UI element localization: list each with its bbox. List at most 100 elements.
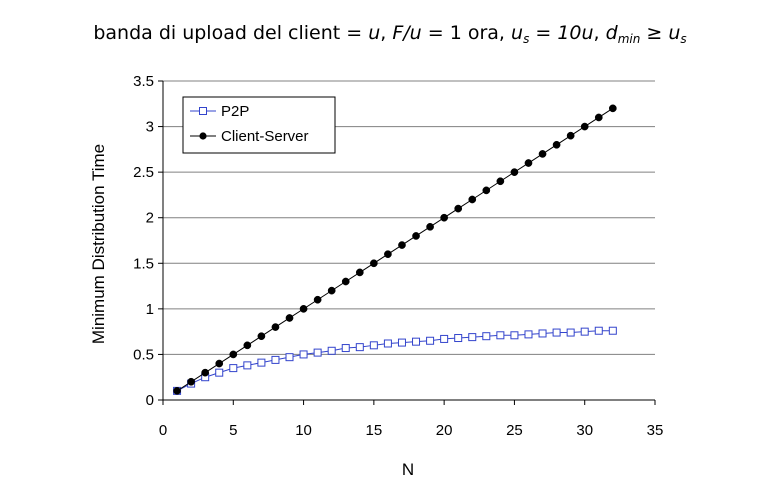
point-0-10	[313, 348, 322, 357]
point-0-21	[468, 333, 477, 342]
point-1-31	[608, 104, 617, 113]
series-0	[173, 326, 617, 395]
x-tick-label-1: 5	[229, 422, 237, 439]
point-0-12	[341, 344, 350, 353]
title-eq-1: = 1 ora,	[421, 22, 512, 44]
point-1-4	[229, 350, 238, 359]
point-1-20	[454, 204, 463, 213]
point-0-6	[257, 358, 266, 367]
point-1-17	[412, 232, 420, 240]
point-1-8	[285, 314, 294, 322]
y-tick-label-1: 0.5	[133, 346, 154, 363]
point-0-31	[608, 326, 617, 335]
point-1-30	[594, 113, 603, 122]
point-0-5	[243, 361, 252, 370]
point-1-15	[384, 250, 392, 259]
point-0-15	[383, 339, 392, 348]
title-u: u	[368, 22, 381, 44]
x-tick-label-5: 25	[506, 422, 523, 439]
title-sep-2: ,	[593, 22, 606, 44]
point-0-17	[412, 337, 421, 346]
legend-label-0: P2P	[221, 103, 249, 120]
x-tick-label-7: 35	[647, 422, 664, 439]
axes	[158, 80, 656, 405]
point-0-19	[440, 334, 449, 343]
title-eq-2: =	[529, 22, 558, 44]
point-1-2	[201, 368, 210, 377]
point-0-3	[215, 368, 224, 377]
legend: P2P Client-Server	[182, 96, 336, 154]
x-tick-label-3: 15	[366, 422, 383, 439]
title-fu: F/u	[392, 22, 422, 44]
point-1-18	[426, 222, 434, 231]
point-0-30	[594, 326, 603, 335]
y-tick-label-3: 1.5	[133, 255, 154, 272]
point-1-5	[243, 341, 252, 350]
point-1-11	[327, 286, 336, 295]
legend-marker-1	[199, 132, 207, 140]
point-0-13	[355, 343, 364, 352]
title-us-base: u	[511, 22, 524, 44]
point-1-28	[566, 131, 575, 140]
point-1-14	[370, 259, 378, 268]
x-tick-label-0: 0	[159, 422, 167, 439]
point-1-10	[313, 295, 322, 304]
point-0-25	[524, 330, 533, 339]
point-0-23	[496, 331, 505, 340]
x-tick-label-4: 20	[436, 422, 453, 439]
point-0-11	[327, 346, 336, 355]
point-0-26	[538, 329, 547, 338]
point-0-16	[397, 338, 406, 347]
point-1-21	[468, 195, 477, 204]
series-group	[173, 104, 617, 395]
point-1-25	[524, 159, 533, 167]
y-tick-label-7: 3.5	[133, 73, 154, 90]
y-axis-label: Minimum Distribution Time	[89, 144, 108, 344]
point-0-22	[482, 332, 491, 341]
tick-labels: 0 0.5 1 1.5 2 2.5 3 3.5 0 5 10 15 20 25 30 35	[133, 73, 663, 439]
point-1-26	[538, 150, 547, 158]
y-tick-label-6: 3	[146, 119, 154, 136]
point-1-6	[257, 332, 266, 341]
x-tick-label-6: 30	[576, 422, 593, 439]
y-tick-label-2: 1	[146, 301, 154, 318]
point-1-13	[355, 268, 364, 277]
point-1-27	[552, 140, 561, 149]
point-0-28	[566, 328, 575, 337]
title-dmin-sub: min	[617, 32, 641, 46]
point-1-3	[215, 359, 224, 368]
y-tick-label-5: 2.5	[133, 164, 154, 181]
x-tick-label-2: 10	[295, 422, 312, 439]
point-0-4	[229, 364, 238, 373]
point-1-16	[398, 241, 406, 249]
point-0-9	[299, 350, 308, 359]
title-ten-u: 10u	[557, 22, 594, 44]
point-1-22	[482, 186, 491, 195]
point-1-0	[173, 387, 181, 395]
y-tick-label-0: 0	[146, 392, 154, 409]
point-0-20	[454, 334, 463, 343]
title-ge: ≥	[640, 22, 669, 44]
legend-label-1: Client-Server	[221, 128, 309, 145]
title-us2-sub: s	[680, 32, 687, 46]
point-0-29	[580, 327, 589, 336]
title-prefix: banda di upload del client =	[93, 22, 369, 44]
legend-marker-0	[199, 107, 207, 115]
point-1-12	[341, 277, 350, 286]
title-us2-base: u	[668, 22, 681, 44]
point-1-23	[496, 177, 505, 186]
point-0-7	[271, 355, 280, 364]
y-tick-label-4: 2	[146, 210, 154, 227]
title-dmin-base: d	[605, 22, 618, 44]
point-0-18	[426, 336, 435, 345]
series-1	[173, 104, 617, 395]
title-us-sub: s	[523, 32, 530, 46]
point-1-19	[440, 213, 448, 222]
point-0-24	[510, 331, 519, 340]
point-0-27	[552, 328, 561, 337]
point-0-8	[285, 353, 294, 362]
point-1-9	[299, 305, 308, 313]
x-axis-label: N	[402, 460, 414, 479]
point-1-7	[271, 323, 280, 331]
